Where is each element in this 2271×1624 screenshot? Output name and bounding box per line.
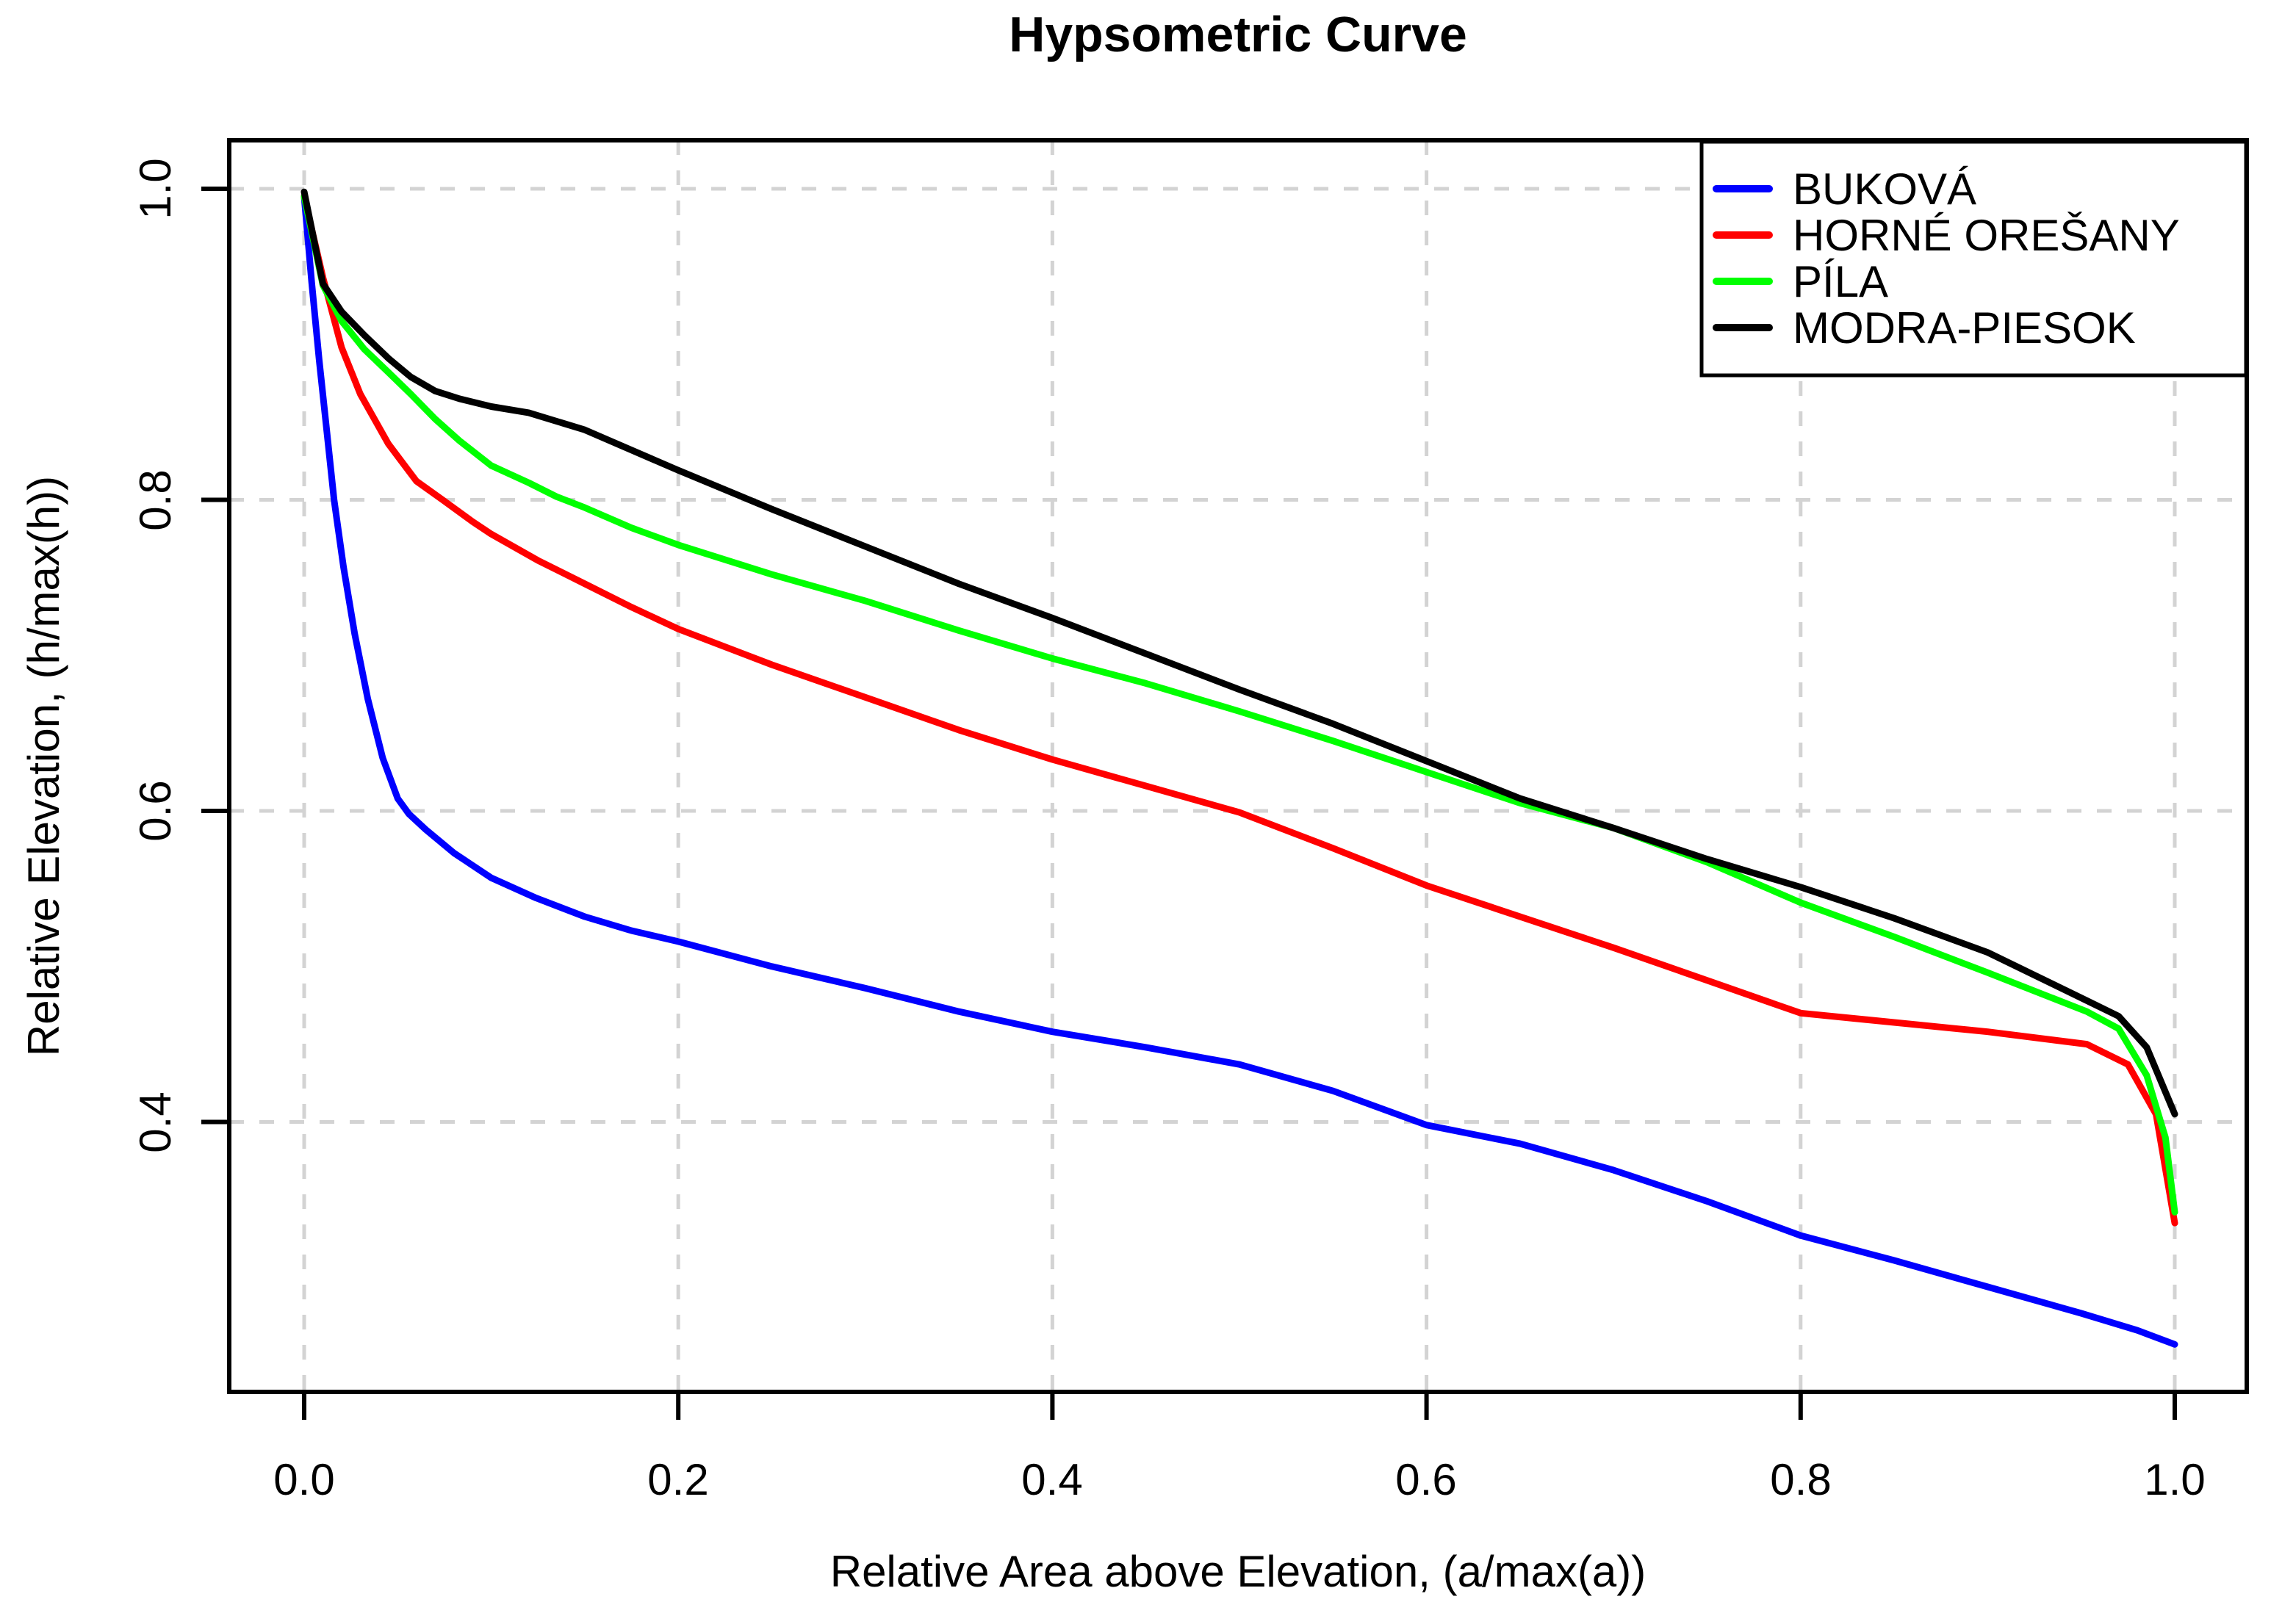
- curve-pila: [300, 193, 2178, 1216]
- legend-label-modra-piesok: MODRA-PIESOK: [1793, 303, 2136, 353]
- x-tick-0.8: 0.8: [1770, 1455, 1831, 1504]
- x-tick-1.0: 1.0: [2144, 1455, 2205, 1504]
- x-tick-0.4: 0.4: [1021, 1455, 1082, 1504]
- legend-label-bukova: BUKOVÁ: [1793, 165, 1976, 214]
- curve-bukova: [300, 193, 2178, 1348]
- curves-group: [300, 188, 2178, 1348]
- y-tick-labels: 0.4 0.6 0.8 1.0: [131, 158, 180, 1152]
- legend: BUKOVÁ HORNÉ OREŠANY PÍLA MODRA-PIESOK: [1699, 140, 2248, 378]
- legend-label-horne-oresany: HORNÉ OREŠANY: [1793, 211, 2180, 260]
- curve-modra-piesok: [300, 188, 2178, 1118]
- x-tick-0.2: 0.2: [647, 1455, 708, 1504]
- y-tick-0.8: 0.8: [131, 469, 180, 530]
- x-tick-0.6: 0.6: [1395, 1455, 1456, 1504]
- x-tick-0.0: 0.0: [273, 1455, 334, 1504]
- y-tick-0.4: 0.4: [131, 1091, 180, 1152]
- legend-samples-group: [1713, 185, 1773, 331]
- chart-title: Hypsometric Curve: [1009, 7, 1467, 62]
- legend-label-pila: PÍLA: [1793, 257, 1888, 306]
- legend-box: [1699, 140, 2248, 378]
- plot-frame: [227, 138, 2249, 1394]
- axis-ticks-group: [201, 187, 2177, 1420]
- curve-horne-oresany: [300, 193, 2178, 1227]
- y-tick-0.6: 0.6: [131, 780, 180, 841]
- x-tick-labels: 0.0 0.2 0.4 0.6 0.8 1.0: [273, 1455, 2205, 1504]
- y-axis-label: Relative Elevation, (h/max(h)): [19, 476, 68, 1056]
- x-axis-label: Relative Area above Elevation, (a/max(a)…: [830, 1547, 1646, 1596]
- y-tick-1.0: 1.0: [131, 158, 180, 219]
